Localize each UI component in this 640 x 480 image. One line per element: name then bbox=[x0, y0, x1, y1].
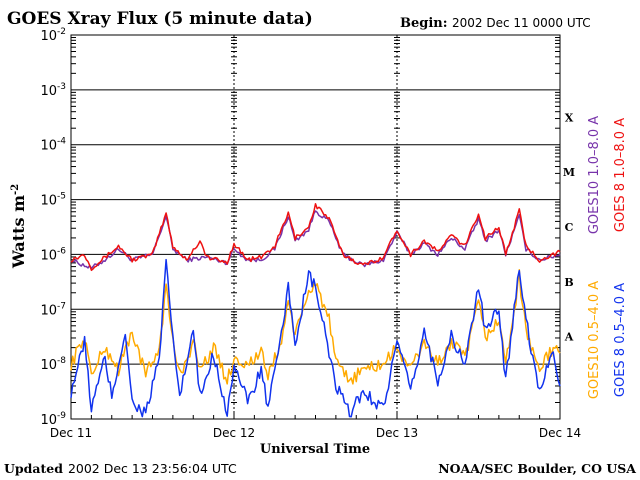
y-tick-label: 10-3 bbox=[40, 82, 66, 99]
legend-series-3: GOES 8 0.5–4.0 A bbox=[613, 283, 628, 397]
y-tick-exponent: -4 bbox=[57, 137, 66, 147]
y-tick-label: 10-6 bbox=[40, 246, 66, 263]
chart-title: GOES Xray Flux (5 minute data) bbox=[7, 9, 313, 29]
y-tick-exponent: -2 bbox=[57, 27, 66, 37]
y-tick-exponent: -5 bbox=[57, 192, 66, 202]
y-axis-label-base: Watts m bbox=[9, 195, 28, 269]
footer-updated-label: Updated bbox=[4, 461, 63, 476]
begin-value: 2002 Dec 11 0000 UTC bbox=[452, 16, 591, 30]
legend-series-2: GOES10 0.5–4.0 A bbox=[587, 281, 602, 399]
x-tick-labels: Dec 11 Dec 12 Dec 13 Dec 14 bbox=[50, 426, 581, 440]
y-tick-base: 10 bbox=[40, 194, 57, 209]
series-line-1 bbox=[70, 203, 561, 272]
flare-class-C: C bbox=[565, 221, 574, 234]
series-line-3 bbox=[70, 258, 561, 418]
svg-text:Watts m-2: Watts m-2 bbox=[9, 184, 28, 269]
y-tick-base: 10 bbox=[40, 358, 57, 373]
begin-label: Begin: bbox=[400, 16, 448, 31]
y-tick-exponent: -7 bbox=[57, 301, 66, 311]
series-line-0 bbox=[70, 210, 561, 270]
y-tick-base: 10 bbox=[40, 139, 57, 154]
legend-series-1: GOES 8 1.0–8.0 A bbox=[613, 118, 628, 232]
footer-updated: Updated 2002 Dec 13 23:56:04 UTC bbox=[4, 461, 237, 476]
y-tick-base: 10 bbox=[40, 413, 57, 428]
y-tick-exponent: -6 bbox=[57, 246, 66, 256]
legend-series-0: GOES10 1.0–8.0 A bbox=[587, 116, 602, 234]
y-minor-ticks bbox=[71, 37, 560, 403]
y-axis-label: Watts m-2 bbox=[9, 184, 28, 269]
x-ticks bbox=[70, 411, 561, 419]
footer-source: NOAA/SEC Boulder, CO USA bbox=[438, 461, 636, 476]
y-tick-exponent: -3 bbox=[57, 82, 66, 92]
flare-class-B: B bbox=[564, 276, 573, 289]
x-tick-label: Dec 14 bbox=[539, 426, 581, 440]
y-tick-base: 10 bbox=[40, 29, 57, 44]
series-lines bbox=[70, 203, 561, 418]
flare-class-X: X bbox=[565, 111, 574, 124]
y-tick-base: 10 bbox=[40, 84, 57, 99]
flare-class-labels: X M C B A bbox=[563, 111, 575, 343]
y-tick-label: 10-5 bbox=[40, 192, 66, 209]
legend: GOES10 1.0–8.0 A GOES 8 1.0–8.0 A GOES10 0… bbox=[587, 116, 628, 399]
day-dividers bbox=[233, 35, 398, 419]
y-tick-exponent: -9 bbox=[57, 411, 66, 421]
x-axis-label: Universal Time bbox=[260, 442, 370, 457]
y-tick-label: 10-8 bbox=[40, 356, 66, 373]
footer-updated-value: 2002 Dec 13 23:56:04 UTC bbox=[68, 461, 237, 476]
y-tick-label: 10-9 bbox=[40, 411, 66, 428]
flare-class-M: M bbox=[563, 166, 575, 179]
x-tick-label: Dec 12 bbox=[213, 426, 255, 440]
flare-class-A: A bbox=[564, 331, 574, 344]
plot-area bbox=[70, 34, 561, 420]
y-tick-label: 10-7 bbox=[40, 301, 66, 318]
decade-grid bbox=[71, 89, 560, 365]
y-tick-label: 10-2 bbox=[40, 27, 66, 44]
x-tick-label: Dec 11 bbox=[50, 426, 92, 440]
x-tick-label: Dec 13 bbox=[376, 426, 418, 440]
y-tick-exponent: -8 bbox=[57, 356, 66, 366]
y-tick-base: 10 bbox=[40, 248, 57, 263]
y-tick-label: 10-4 bbox=[40, 137, 66, 154]
plot-frame bbox=[70, 34, 561, 420]
y-axis-label-exponent: -2 bbox=[10, 184, 21, 195]
y-tick-base: 10 bbox=[40, 303, 57, 318]
y-tick-labels: 10-210-310-410-510-610-710-810-9 bbox=[40, 27, 66, 428]
